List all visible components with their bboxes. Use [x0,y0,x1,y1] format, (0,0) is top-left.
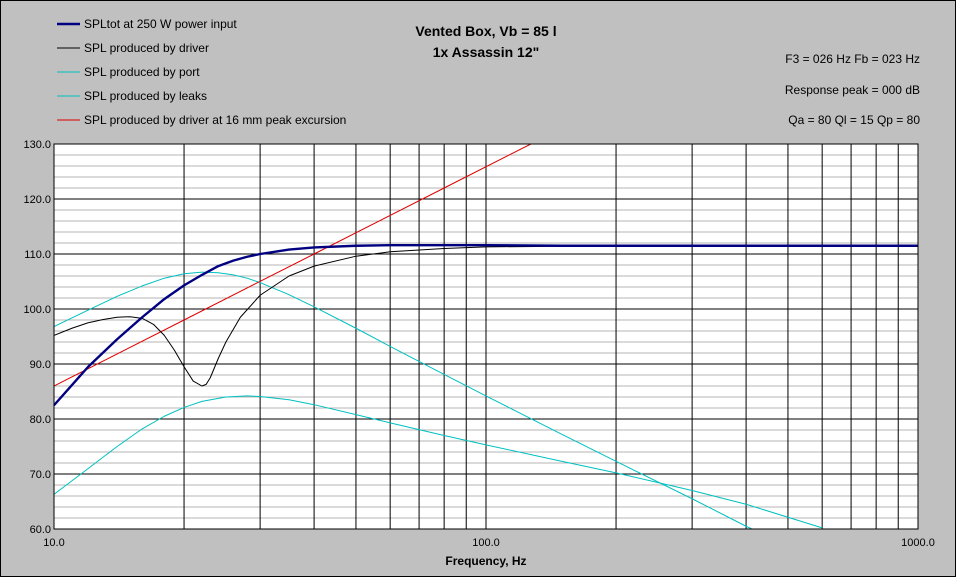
legend-label: SPLtot at 250 W power input [84,17,237,31]
x-tick-label: 1000.0 [901,537,935,549]
y-tick-label: 80.0 [30,414,51,426]
legend: SPLtot at 250 W power input SPL produced … [57,17,346,127]
info-line-q-values: Qa = 80 Ql = 15 Qp = 80 [788,113,920,127]
x-tick-label: 100.0 [472,537,500,549]
y-tick-label: 110.0 [24,249,51,261]
y-tick-label: 90.0 [30,359,51,371]
curves [54,144,918,529]
series-line-5 [54,144,532,387]
series-line-3 [54,271,754,529]
tick-labels: 60.0 70.0 80.0 90.0 100.0 110.0 120.0 130.0 10.0… [23,139,934,549]
series-line-1 [54,244,918,407]
series-line-2 [54,245,918,387]
legend-label: SPL produced by port [84,65,200,79]
series-line-4 [54,395,823,529]
y-tick-label: 100.0 [23,304,51,316]
info-line-f3-fb: F3 = 026 Hz Fb = 023 Hz [785,52,920,66]
y-tick-label: 130.0 [23,139,51,151]
chart-subtitle: 1x Assassin 12" [433,44,540,60]
x-axis-title: Frequency, Hz [445,554,526,568]
legend-label: SPL produced by leaks [84,89,207,103]
y-tick-label: 70.0 [30,469,51,481]
x-tick-label: 10.0 [43,537,64,549]
y-tick-label: 120.0 [23,194,51,206]
legend-label: SPL produced by driver [84,41,209,55]
grid [54,144,918,529]
plot-border [53,143,919,530]
legend-label: SPL produced by driver at 16 mm peak exc… [84,113,346,127]
info-line-response-peak: Response peak = 000 dB [785,83,920,97]
y-tick-label: 60.0 [30,524,51,536]
chart-title: Vented Box, Vb = 85 l [415,23,556,39]
